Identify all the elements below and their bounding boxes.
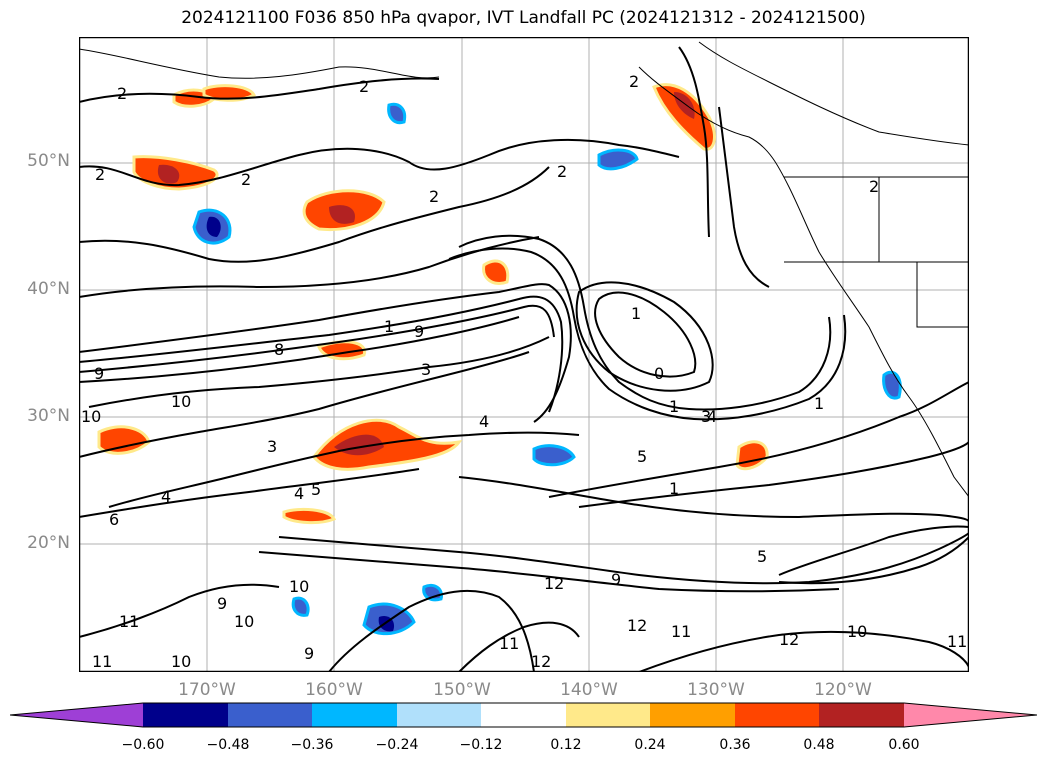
contour-label: 1 [669, 479, 679, 498]
contour-label: 2 [117, 84, 127, 103]
ivt-contours [79, 46, 969, 672]
colorbar-tick: −0.48 [206, 737, 250, 753]
contour-label: 9 [217, 594, 227, 613]
lon-label-130w: 130°W [687, 680, 745, 700]
colorbar-segment [228, 703, 312, 727]
contour-label: 11 [947, 632, 967, 651]
lon-label-170w: 170°W [178, 680, 236, 700]
contour-label: 10 [171, 652, 191, 671]
lon-label-160w: 160°W [305, 680, 363, 700]
contour-label: 5 [637, 447, 647, 466]
contour-label: 4 [161, 487, 171, 506]
lon-label-120w: 120°W [814, 680, 872, 700]
contour-label: 3 [267, 437, 277, 456]
contour-label: 9 [414, 322, 424, 341]
colorbar-segment [312, 703, 397, 727]
lat-label-20n: 20°N [27, 533, 70, 553]
colorbar-segment [397, 703, 481, 727]
contour-label: 0 [654, 364, 664, 383]
contour-label: 10 [234, 612, 254, 631]
contour-label: 9 [611, 570, 621, 589]
colorbar-tick: 0.24 [634, 737, 666, 753]
colorbar-segment [650, 703, 735, 727]
contour-label: 12 [779, 630, 799, 649]
colorbar-segment [735, 703, 819, 727]
contour-label: 4 [707, 407, 717, 426]
contour-label: 2 [359, 77, 369, 96]
contour-label: 11 [499, 634, 519, 653]
contour-label: 2 [629, 72, 639, 91]
colorbar-tick: 0.60 [888, 737, 920, 753]
contour-label: 12 [627, 616, 647, 635]
colorbar-segment [143, 703, 228, 727]
contour-label: 5 [757, 547, 767, 566]
contour-label: 2 [95, 165, 105, 184]
colorbar [10, 702, 1037, 728]
contour-label: 10 [289, 577, 309, 596]
lon-label-150w: 150°W [433, 680, 491, 700]
colorbar-segment [481, 703, 566, 727]
colorbar-tick: −0.24 [375, 737, 419, 753]
colorbar-segment [904, 703, 1037, 727]
map-panel: 2 2 2 2 2 2 2 2 1 0 1 1 1 1 9 9 8 3 3 3 … [79, 37, 969, 672]
contour-label: 2 [429, 187, 439, 206]
lat-label-40n: 40°N [27, 279, 70, 299]
contour-label: 1 [384, 317, 394, 336]
coastlines [79, 41, 969, 498]
contour-label: 12 [531, 652, 551, 671]
colorbar-segment [566, 703, 650, 727]
contour-label: 9 [304, 644, 314, 663]
contour-label: 9 [94, 364, 104, 383]
contour-label: 10 [847, 622, 867, 641]
contour-label: 3 [421, 360, 431, 379]
contour-label: 5 [311, 480, 321, 499]
contour-label: 2 [557, 162, 567, 181]
colorbar-tick: −0.60 [121, 737, 165, 753]
contour-labels: 2 2 2 2 2 2 2 2 1 0 1 1 1 1 9 9 8 3 3 3 … [81, 72, 967, 671]
contour-label: 4 [294, 484, 304, 503]
contour-label: 2 [869, 177, 879, 196]
contour-label: 10 [81, 407, 101, 426]
colorbar-tick: −0.12 [459, 737, 503, 753]
colorbar-tick: 0.36 [719, 737, 751, 753]
lat-label-50n: 50°N [27, 151, 70, 171]
contour-label: 1 [669, 397, 679, 416]
contour-label: 8 [274, 340, 284, 359]
contour-label: 11 [119, 612, 139, 631]
chart-title: 2024121100 F036 850 hPa qvapor, IVT Land… [181, 8, 866, 28]
map-frame [79, 37, 969, 672]
colorbar-tick: 0.12 [550, 737, 582, 753]
lat-label-30n: 30°N [27, 406, 70, 426]
colorbar-tick: 0.48 [803, 737, 835, 753]
contour-label: 12 [544, 574, 564, 593]
contour-label: 2 [241, 170, 251, 189]
contour-label: 3 [701, 407, 711, 426]
contour-label: 10 [171, 392, 191, 411]
contour-label: 11 [92, 652, 112, 671]
shaded-patches [97, 83, 902, 636]
contour-label: 11 [671, 622, 691, 641]
contour-label: 1 [814, 394, 824, 413]
lon-label-140w: 140°W [560, 680, 618, 700]
contour-label: 6 [109, 510, 119, 529]
colorbar-segment [819, 703, 904, 727]
contour-label: 1 [631, 304, 641, 323]
contour-label: 4 [479, 412, 489, 431]
colorbar-segment [10, 703, 143, 727]
colorbar-tick: −0.36 [290, 737, 334, 753]
